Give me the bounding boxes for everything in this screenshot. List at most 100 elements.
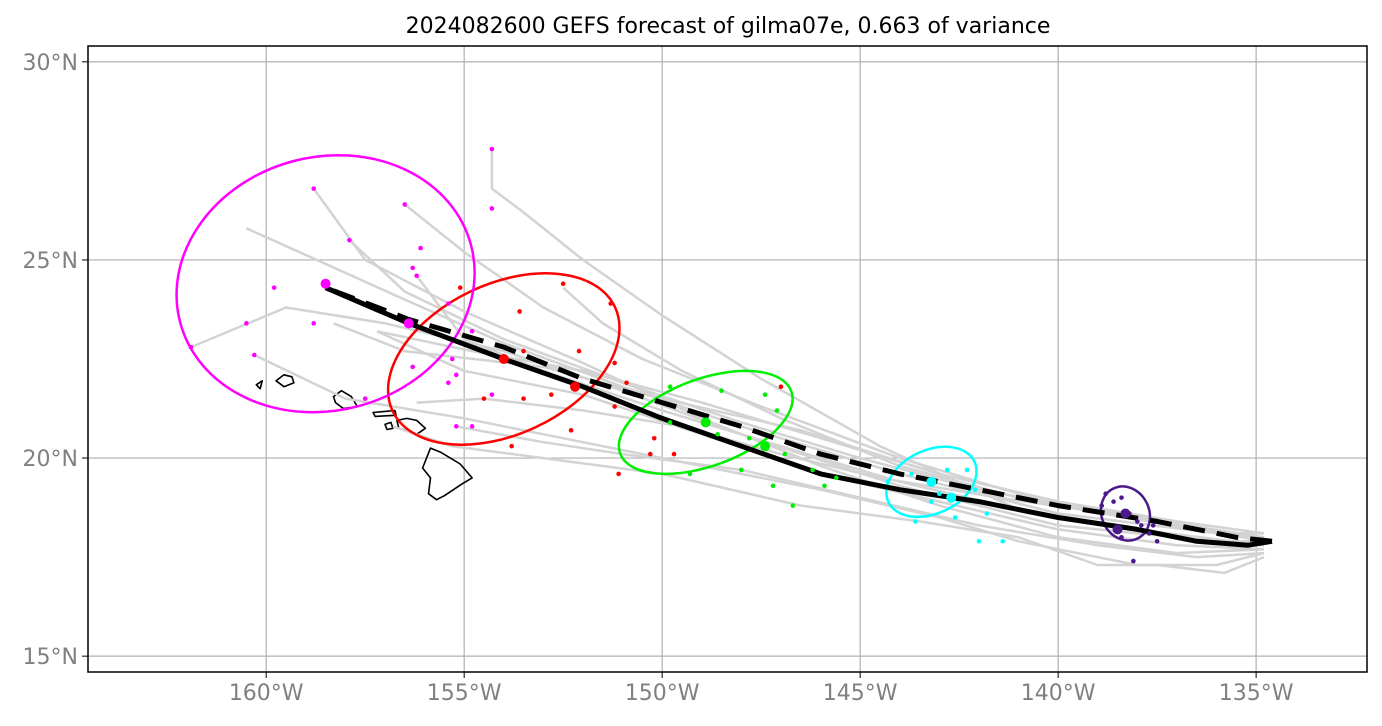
member-position <box>790 503 796 508</box>
member-position <box>576 348 582 354</box>
uncertainty-ellipses <box>175 153 1152 542</box>
member-position <box>311 321 317 326</box>
lat-tick-label: 20°N <box>23 447 78 472</box>
member-position <box>414 273 419 279</box>
member-position <box>719 388 724 393</box>
dashed-track <box>324 285 1273 544</box>
member-position <box>984 511 990 516</box>
member-position <box>410 265 415 271</box>
member-position <box>778 384 784 390</box>
lon-tick-label: 155°W <box>427 681 502 706</box>
member-position <box>244 321 249 326</box>
member-position <box>651 435 657 441</box>
member-position <box>446 380 451 386</box>
member-position <box>521 396 526 401</box>
member-position <box>822 483 827 489</box>
uncertainty-ellipse <box>175 153 476 414</box>
member-position <box>739 467 744 473</box>
member-position <box>453 424 459 429</box>
member-position <box>453 372 459 378</box>
member-position <box>944 467 950 473</box>
lon-tick-label: 145°W <box>823 681 898 706</box>
member-position <box>469 328 475 334</box>
member-position <box>624 380 629 386</box>
member-position <box>1099 503 1104 508</box>
member-position <box>271 285 277 290</box>
member-position <box>560 281 566 287</box>
plot-area <box>175 146 1273 575</box>
lon-tick-label: 160°W <box>229 681 304 706</box>
member-position <box>976 538 982 544</box>
ensemble-track <box>376 330 1265 535</box>
member-position <box>746 435 752 441</box>
ensemble-track <box>415 275 1265 547</box>
member-position <box>489 146 495 152</box>
member-position <box>964 467 970 473</box>
member-position <box>449 356 455 362</box>
member-position <box>616 471 621 477</box>
member-position <box>521 348 526 354</box>
lat-tick-label: 25°N <box>23 249 78 274</box>
member-position <box>667 384 673 390</box>
member-positions <box>188 146 1160 564</box>
mean-position-marker <box>760 441 771 452</box>
member-position <box>937 491 942 497</box>
member-position <box>952 515 958 520</box>
lat-tick-label: 15°N <box>23 645 78 670</box>
member-position <box>762 392 768 397</box>
member-position <box>1138 523 1144 528</box>
ensemble-track <box>392 425 1265 575</box>
member-position <box>612 404 617 409</box>
member-position <box>489 392 495 397</box>
member-position <box>252 352 257 358</box>
member-position <box>489 206 495 211</box>
mean-position-marker <box>1112 524 1123 535</box>
member-position <box>608 301 613 306</box>
member-position <box>1150 523 1156 528</box>
member-position <box>885 479 891 485</box>
island-coastline <box>275 373 295 388</box>
track-position-marker <box>320 278 331 289</box>
member-position <box>1119 534 1124 540</box>
member-position <box>481 396 487 401</box>
member-position <box>347 237 352 243</box>
track-position-marker <box>498 354 509 364</box>
member-position <box>612 360 617 366</box>
uncertainty-ellipse <box>617 369 794 476</box>
member-position <box>647 451 653 457</box>
member-position <box>770 483 776 489</box>
member-position <box>909 471 914 477</box>
lon-tick-label: 140°W <box>1021 681 1096 706</box>
mean-track <box>324 285 1273 548</box>
member-position <box>311 186 317 191</box>
member-position <box>188 344 194 350</box>
track-position-marker <box>700 417 711 428</box>
member-position <box>929 499 934 504</box>
member-position <box>517 309 522 314</box>
lon-tick-label: 150°W <box>625 681 700 706</box>
member-position <box>834 475 839 481</box>
member-position <box>402 202 408 207</box>
member-position <box>410 364 415 370</box>
member-position <box>1154 538 1160 544</box>
member-position <box>1131 558 1136 564</box>
ensemble-tracks <box>190 149 1265 575</box>
island-coastline <box>421 447 473 501</box>
member-position <box>509 443 514 449</box>
mean-position-marker <box>946 492 957 503</box>
member-position <box>774 408 780 413</box>
track-position-marker <box>926 476 937 487</box>
track-position-marker <box>1120 508 1131 519</box>
member-position <box>1135 519 1140 524</box>
mean-position-marker <box>403 318 414 329</box>
mean-position-marker <box>570 381 581 392</box>
member-position <box>671 451 677 457</box>
member-position <box>810 467 815 473</box>
island-coastline <box>255 379 264 390</box>
member-position <box>1119 495 1124 500</box>
member-position <box>972 487 978 493</box>
member-position <box>913 519 918 524</box>
member-position <box>418 245 423 251</box>
